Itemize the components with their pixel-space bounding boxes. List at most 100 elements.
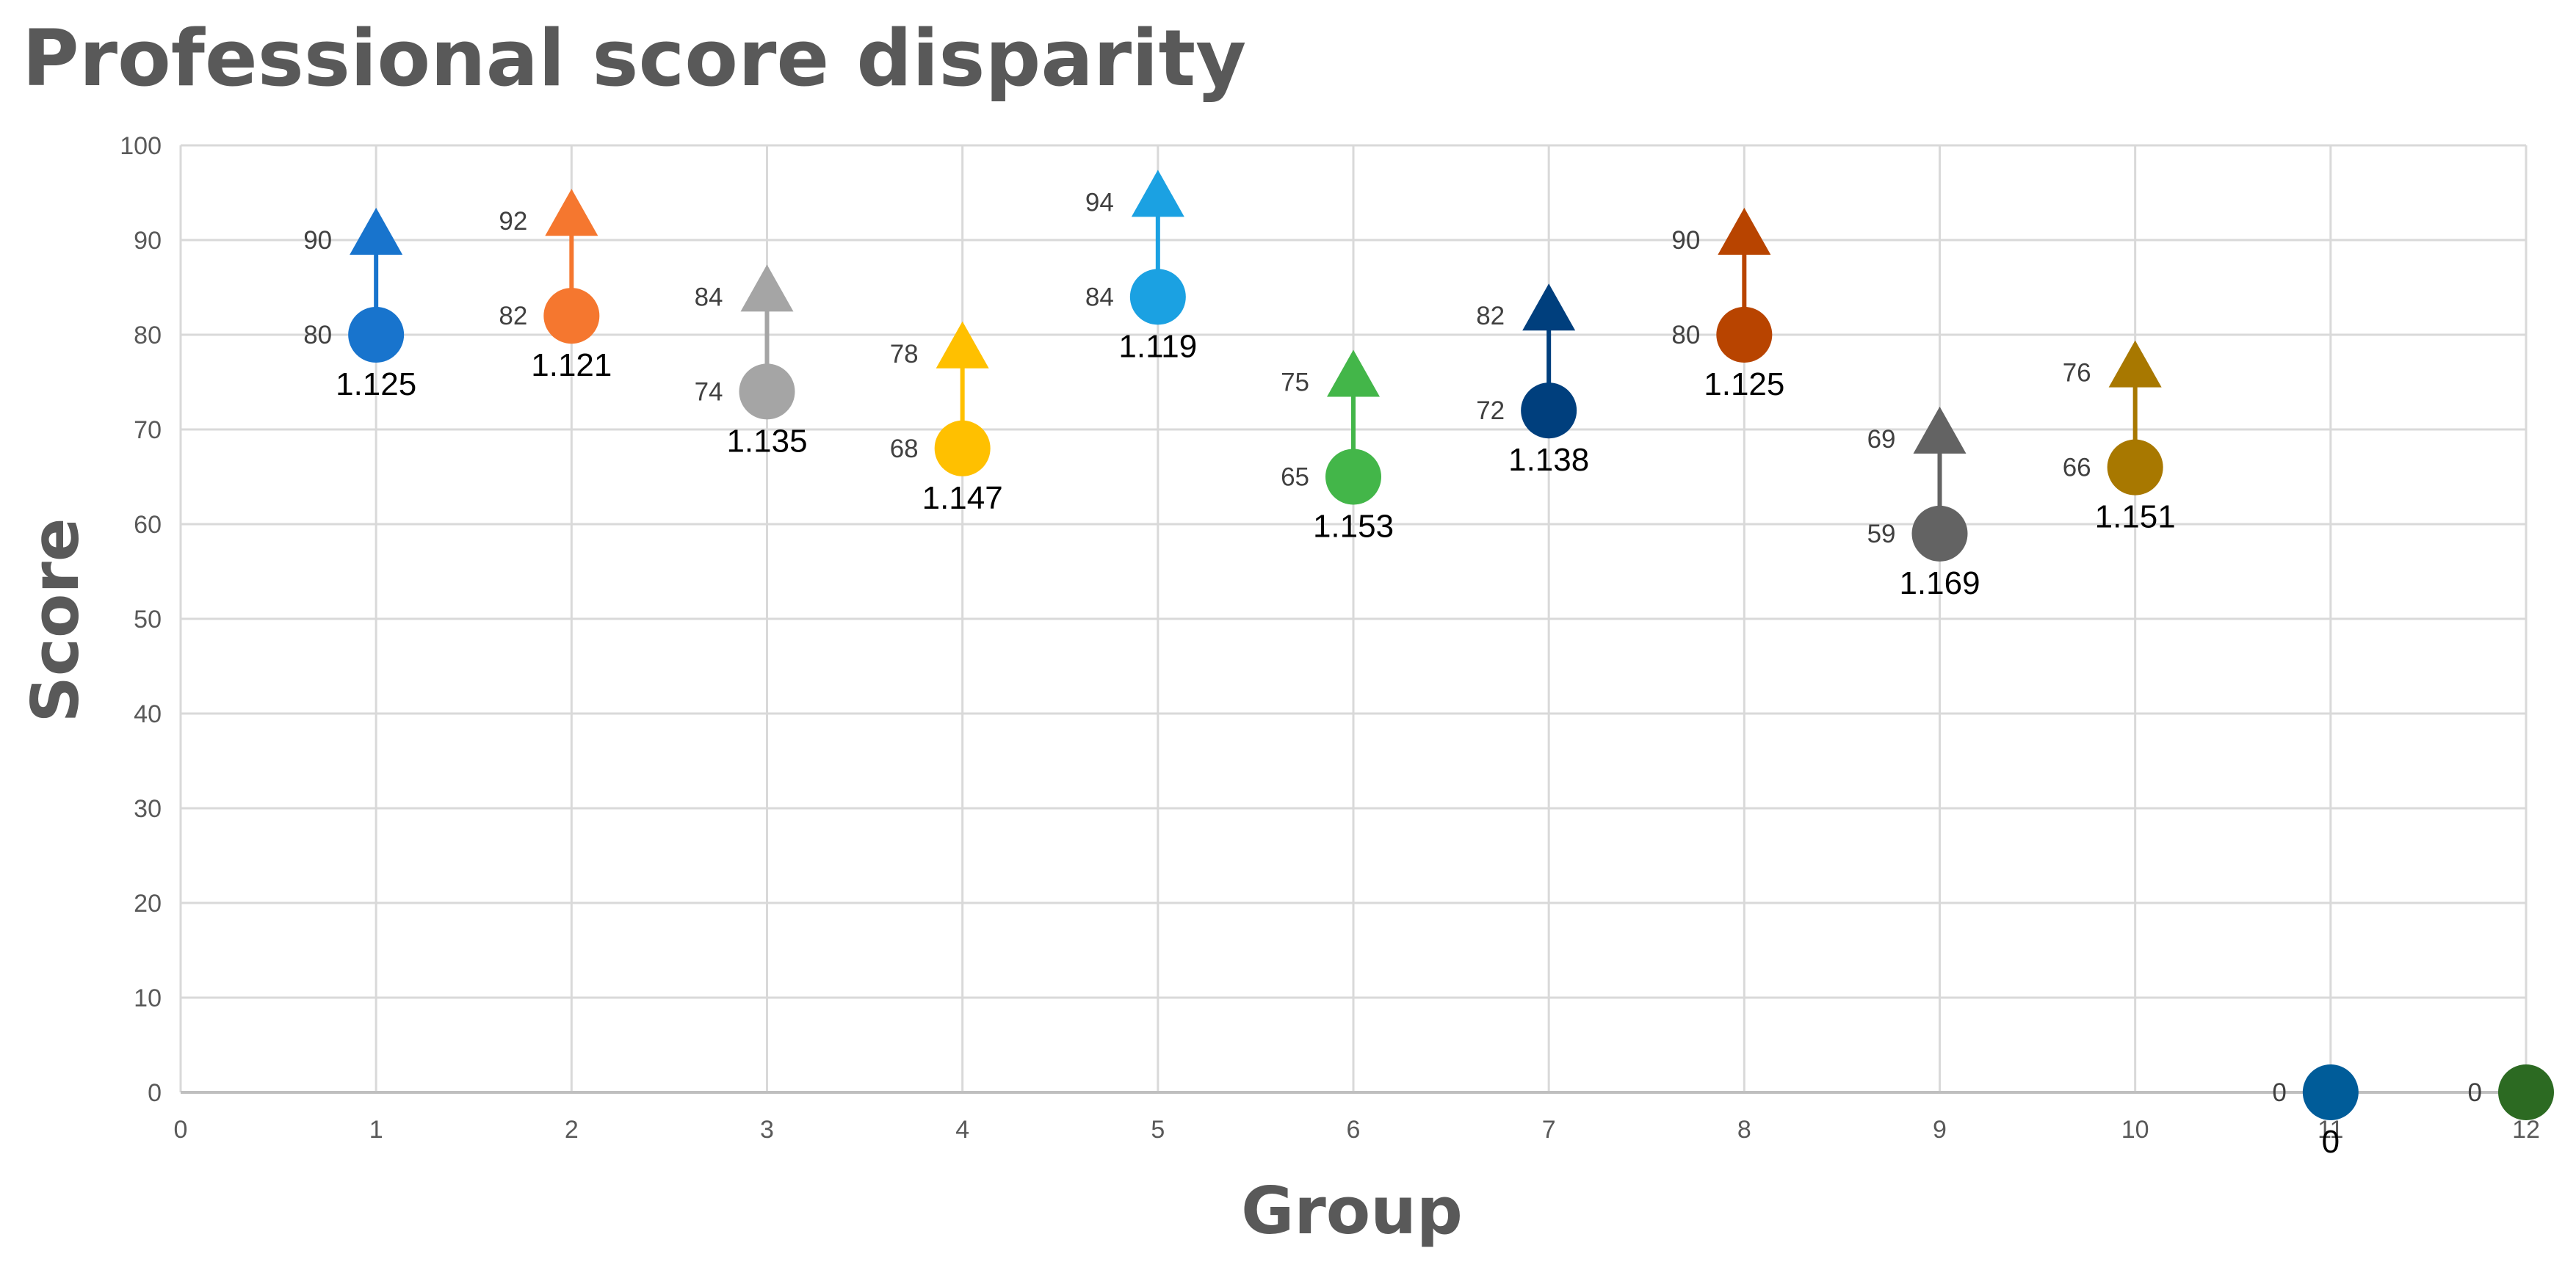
end-triangle-marker <box>1522 283 1576 331</box>
end-value-label: 92 <box>499 207 527 236</box>
data-marks: 90801.12592821.12184741.13578681.1479484… <box>303 170 2554 1160</box>
y-tick-label: 10 <box>134 984 162 1012</box>
x-tick-label: 6 <box>1347 1116 1361 1144</box>
end-triangle-marker <box>1913 406 1967 454</box>
end-value-label: 75 <box>1281 369 1309 397</box>
group-1-marks: 90 801.125 <box>303 208 416 402</box>
start-circle-marker <box>2302 1064 2359 1120</box>
ratio-label: 1.138 <box>1508 442 1589 478</box>
start-value-label: 68 <box>890 435 919 463</box>
x-tick-label: 9 <box>1933 1116 1947 1144</box>
start-circle-marker <box>1325 449 1381 505</box>
x-tick-label: 10 <box>2121 1116 2149 1144</box>
start-value-label: 72 <box>1476 396 1505 425</box>
start-value-label: 59 <box>1867 520 1896 548</box>
y-tick-label: 50 <box>134 606 162 634</box>
x-tick-label: 3 <box>760 1116 774 1144</box>
x-tick-label: 1 <box>369 1116 383 1144</box>
group-12-marks: 0 <box>2468 1064 2554 1120</box>
start-circle-marker <box>1129 269 1186 325</box>
x-tick-label: 2 <box>565 1116 579 1144</box>
end-value-label: 94 <box>1085 188 1114 217</box>
start-value-label: 80 <box>1671 321 1700 349</box>
end-triangle-marker <box>1131 170 1184 217</box>
end-value-label: 82 <box>1476 302 1505 330</box>
ratio-label: 1.121 <box>531 347 612 383</box>
end-value-label: 90 <box>1671 226 1700 255</box>
end-triangle-marker <box>936 321 989 369</box>
y-tick-label: 80 <box>134 322 162 349</box>
group-11-marks: 00 <box>2272 1064 2359 1160</box>
x-tick-label: 0 <box>174 1116 188 1144</box>
ratio-label: 1.135 <box>726 423 807 459</box>
ratio-label: 1.153 <box>1313 509 1394 545</box>
start-value-label: 66 <box>2063 454 2091 482</box>
y-tick-label: 40 <box>134 700 162 728</box>
start-circle-marker <box>1716 307 1773 363</box>
ratio-label: 1.147 <box>922 480 1003 516</box>
y-tick-label: 90 <box>134 227 162 255</box>
start-circle-marker <box>934 420 991 476</box>
end-triangle-marker <box>545 189 598 236</box>
ratio-label: 0 <box>2322 1124 2340 1160</box>
group-5-marks: 94 841.119 <box>1085 170 1197 364</box>
end-triangle-marker <box>350 208 403 255</box>
ratio-label: 1.125 <box>1704 366 1784 402</box>
end-triangle-marker <box>740 264 794 312</box>
start-circle-marker <box>1521 382 1577 439</box>
group-8-marks: 90 801.125 <box>1671 208 1784 402</box>
y-tick-label: 60 <box>134 511 162 539</box>
end-value-label: 90 <box>303 226 332 255</box>
start-circle-marker <box>2498 1064 2554 1120</box>
group-3-marks: 84 741.135 <box>695 264 808 459</box>
start-value-label: 0 <box>2272 1078 2286 1107</box>
y-tick-label: 20 <box>134 890 162 918</box>
x-tick-label: 11 <box>2318 1116 2343 1144</box>
group-9-marks: 69 591.169 <box>1867 406 1980 601</box>
start-circle-marker <box>348 307 405 363</box>
ratio-label: 1.151 <box>2095 499 2176 535</box>
group-10-marks: 76 661.151 <box>2063 340 2176 535</box>
ratio-label: 1.125 <box>336 366 416 402</box>
gridlines <box>181 144 2528 1092</box>
start-value-label: 0 <box>2468 1078 2482 1107</box>
y-tick-label: 30 <box>134 795 162 823</box>
y-axis-ticks: 0 10 20 30 40 50 60 70 80 90 100 <box>120 132 162 1107</box>
ratio-label: 1.119 <box>1118 328 1197 364</box>
chart-title: Professional score disparity <box>22 13 1247 104</box>
end-value-label: 84 <box>695 283 723 311</box>
end-triangle-marker <box>1327 349 1380 397</box>
x-tick-label: 5 <box>1151 1116 1165 1144</box>
start-value-label: 82 <box>499 302 527 330</box>
x-axis-ticks: 0 1 2 3 4 5 6 7 8 9 10 11 12 <box>174 1116 2540 1144</box>
group-2-marks: 92 821.121 <box>499 189 612 383</box>
y-tick-label: 70 <box>134 416 162 444</box>
ratio-label: 1.169 <box>1899 565 1980 601</box>
start-circle-marker <box>1911 505 1968 562</box>
end-triangle-marker <box>2108 340 2162 388</box>
x-tick-label: 7 <box>1542 1116 1556 1144</box>
group-4-marks: 78 681.147 <box>890 321 1003 516</box>
group-6-marks: 75 651.153 <box>1281 349 1394 545</box>
x-tick-label: 12 <box>2512 1116 2540 1144</box>
y-tick-label: 0 <box>148 1079 162 1107</box>
start-value-label: 74 <box>695 377 723 406</box>
x-tick-label: 4 <box>955 1116 969 1144</box>
start-circle-marker <box>543 288 600 344</box>
end-value-label: 78 <box>890 340 919 369</box>
start-circle-marker <box>739 363 795 420</box>
y-axis-title: Score <box>18 518 93 722</box>
y-tick-label: 100 <box>120 132 162 160</box>
x-tick-label: 8 <box>1737 1116 1751 1144</box>
axis-lines <box>179 145 2526 1094</box>
end-value-label: 76 <box>2063 359 2091 388</box>
start-value-label: 65 <box>1281 463 1309 492</box>
start-value-label: 84 <box>1085 283 1114 311</box>
end-triangle-marker <box>1718 208 1771 255</box>
start-value-label: 80 <box>303 321 332 349</box>
group-7-marks: 82 721.138 <box>1476 283 1589 478</box>
end-value-label: 69 <box>1867 425 1896 454</box>
start-circle-marker <box>2107 439 2163 496</box>
x-axis-title: Group <box>1241 1173 1463 1249</box>
